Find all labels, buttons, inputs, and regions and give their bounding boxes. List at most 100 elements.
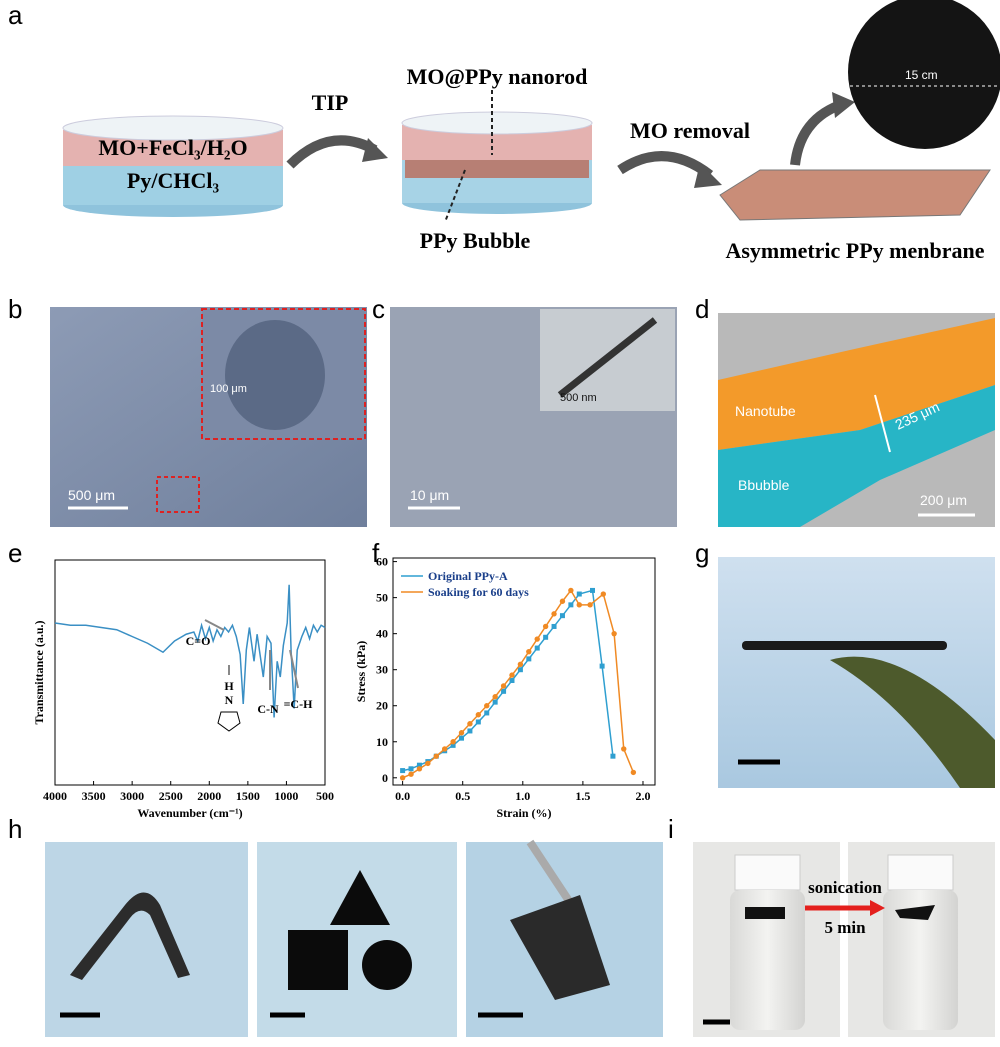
arrow bbox=[286, 135, 378, 169]
y-tick-label: 10 bbox=[376, 735, 388, 749]
marker bbox=[534, 645, 540, 651]
annotation: H bbox=[224, 679, 234, 693]
panel-g bbox=[718, 557, 995, 788]
tweezers bbox=[526, 839, 579, 913]
panel-label: b bbox=[8, 294, 22, 324]
marker bbox=[568, 587, 574, 594]
photo bbox=[45, 842, 248, 1037]
x-axis-label: Wavenumber (cm⁻¹) bbox=[137, 806, 242, 820]
x-tick-label: 1000 bbox=[274, 789, 298, 803]
triangle-shape bbox=[330, 870, 390, 925]
marker bbox=[467, 721, 473, 727]
marker bbox=[458, 730, 465, 736]
arrow-head bbox=[694, 163, 722, 188]
zoom-box bbox=[156, 476, 200, 513]
marker bbox=[630, 769, 637, 776]
marker bbox=[450, 742, 456, 748]
marker bbox=[408, 766, 414, 772]
marker bbox=[542, 623, 549, 630]
x-tick-label: 3000 bbox=[120, 789, 144, 803]
marker bbox=[467, 728, 473, 734]
panel-a: MO+FeCl₃/H₂O Py/CHCl₃ TIP MO@PPy nanorod… bbox=[62, 0, 1000, 263]
x-tick-label: 4000 bbox=[43, 789, 67, 803]
layer-label: Bbubble bbox=[738, 477, 790, 493]
circle-shape bbox=[362, 940, 412, 990]
vial bbox=[883, 890, 958, 1030]
scale-label: 10 μm bbox=[410, 487, 449, 503]
membrane-photo bbox=[848, 0, 1000, 149]
marker bbox=[450, 739, 456, 745]
y-axis-label: Stress (kPa) bbox=[354, 641, 368, 702]
plot-frame bbox=[54, 559, 326, 786]
marker bbox=[492, 699, 498, 705]
panel-label: h bbox=[8, 814, 22, 844]
step-label: TIP bbox=[312, 90, 349, 115]
marker bbox=[459, 735, 465, 741]
marker bbox=[400, 768, 406, 774]
y-tick-label: 60 bbox=[376, 555, 388, 569]
annotation: =C-H bbox=[284, 697, 314, 711]
membrane bbox=[745, 907, 785, 919]
inset-scale-label: 100 μm bbox=[210, 383, 247, 395]
y-tick-label: 20 bbox=[376, 699, 388, 713]
panel-labels: a b c d e f g h i bbox=[8, 0, 709, 844]
x-tick-label: 2000 bbox=[197, 789, 221, 803]
marker bbox=[509, 678, 515, 684]
marker bbox=[590, 587, 596, 593]
vial-cap bbox=[887, 854, 954, 891]
x-tick-label: 3500 bbox=[82, 789, 106, 803]
diameter-label: 15 cm bbox=[905, 68, 938, 82]
plot-frame bbox=[392, 557, 656, 786]
x-tick-label: 1500 bbox=[236, 789, 260, 803]
pyrrole-ring bbox=[217, 711, 241, 732]
y-tick-label: 30 bbox=[376, 663, 388, 677]
x-tick-label: 0.0 bbox=[395, 789, 410, 803]
inset-scale-label: 500 nm bbox=[560, 392, 597, 404]
scale-label: 500 μm bbox=[68, 487, 115, 503]
marker bbox=[416, 766, 423, 772]
thickness-line bbox=[874, 394, 891, 453]
marker bbox=[568, 602, 574, 608]
marker bbox=[559, 613, 565, 619]
marker bbox=[441, 746, 448, 752]
marker bbox=[425, 760, 431, 767]
label: MO@PPy nanorod bbox=[407, 64, 588, 89]
bubble-layer bbox=[718, 385, 995, 527]
panel-b: 500 μm 100 μm bbox=[50, 307, 367, 527]
arrow bbox=[790, 100, 842, 166]
x-tick-label: 1.0 bbox=[515, 789, 530, 803]
marker bbox=[475, 719, 481, 725]
x-tick-label: 0.5 bbox=[455, 789, 470, 803]
photo bbox=[257, 842, 457, 1037]
arrow-head bbox=[870, 900, 885, 916]
annotation-arrow bbox=[204, 619, 225, 631]
series-line bbox=[54, 584, 326, 718]
panel-label: c bbox=[372, 294, 385, 324]
step-label: MO removal bbox=[630, 118, 750, 143]
marker bbox=[599, 663, 605, 669]
marker bbox=[501, 688, 507, 694]
panel-label: d bbox=[695, 294, 709, 324]
scale-label: 200 μm bbox=[920, 492, 967, 508]
annotation: N bbox=[225, 693, 234, 707]
marker bbox=[492, 694, 498, 700]
marker bbox=[600, 591, 607, 597]
marker bbox=[500, 683, 507, 689]
layer-label: Nanotube bbox=[735, 403, 796, 419]
marker bbox=[416, 762, 422, 768]
marker bbox=[576, 602, 582, 608]
marker bbox=[408, 771, 414, 777]
membrane bbox=[895, 905, 935, 920]
plant bbox=[830, 656, 995, 788]
panel-label: i bbox=[668, 814, 674, 844]
marker bbox=[610, 753, 616, 759]
y-tick-label: 50 bbox=[376, 591, 388, 605]
vial-cap bbox=[734, 854, 801, 891]
dish-rim bbox=[401, 111, 593, 135]
x-tick-label: 500 bbox=[316, 789, 334, 803]
label: PPy Bubble bbox=[420, 228, 531, 253]
process-label: sonication bbox=[808, 878, 882, 897]
layer-label: MO+FeCl₃/H₂O bbox=[98, 135, 247, 160]
nanotube-layer bbox=[718, 318, 995, 450]
